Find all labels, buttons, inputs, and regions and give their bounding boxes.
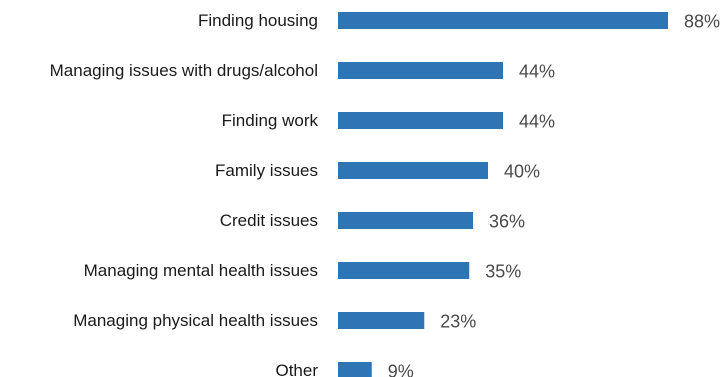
category-label: Finding housing <box>198 11 318 30</box>
bar <box>338 62 503 79</box>
bar <box>338 262 470 279</box>
value-label: 44% <box>519 62 555 82</box>
category-label: Managing mental health issues <box>84 261 318 280</box>
value-label: 88% <box>684 12 720 32</box>
bar <box>338 212 473 229</box>
bar <box>338 362 372 377</box>
category-labels-group: Finding housing Managing issues with drug… <box>50 11 319 377</box>
value-label: 44% <box>519 112 555 132</box>
category-label: Finding work <box>222 111 319 130</box>
bar <box>338 162 488 179</box>
category-label: Managing issues with drugs/alcohol <box>50 61 318 80</box>
bar <box>338 112 503 129</box>
bar <box>338 12 668 29</box>
bar <box>338 312 425 329</box>
value-label: 9% <box>388 362 414 377</box>
bars-group <box>338 12 668 377</box>
value-label: 40% <box>504 162 540 182</box>
value-label: 23% <box>440 312 476 332</box>
category-label: Managing physical health issues <box>73 311 318 330</box>
category-label: Credit issues <box>220 211 318 230</box>
category-label: Other <box>275 361 318 377</box>
value-labels-group: 88% 44% 44% 40% 36% 35% 23% 9% <box>388 12 720 377</box>
value-label: 36% <box>489 212 525 232</box>
category-label: Family issues <box>215 161 318 180</box>
value-label: 35% <box>485 262 521 282</box>
